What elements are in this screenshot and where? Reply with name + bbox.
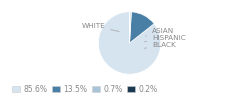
Wedge shape	[130, 12, 154, 43]
Text: HISPANIC: HISPANIC	[144, 35, 186, 42]
Wedge shape	[130, 12, 131, 43]
Legend: 85.6%, 13.5%, 0.7%, 0.2%: 85.6%, 13.5%, 0.7%, 0.2%	[9, 81, 161, 97]
Text: WHITE: WHITE	[82, 23, 119, 32]
Text: BLACK: BLACK	[144, 42, 176, 48]
Text: ASIAN: ASIAN	[146, 28, 174, 36]
Wedge shape	[98, 12, 161, 74]
